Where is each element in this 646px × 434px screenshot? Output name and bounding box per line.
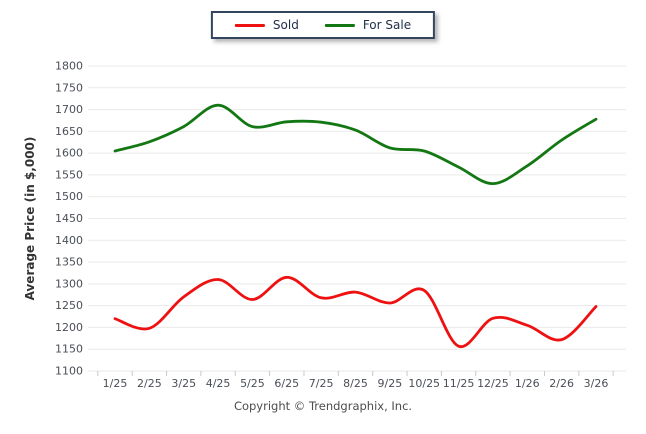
sold-line [113, 275, 598, 348]
copyright-text: Copyright © Trendgraphix, Inc. [233, 399, 413, 413]
x-tick-label: 1/26 [515, 377, 540, 390]
for-sale-line [113, 103, 598, 186]
y-tick-label: 1750 [55, 81, 83, 94]
y-axis-title: Average Price (in $,000) [23, 137, 37, 301]
legend-item-for-sale: For Sale [324, 18, 412, 32]
legend-item-sold: Sold [234, 18, 299, 32]
y-tick-label: 1650 [55, 125, 83, 138]
y-tick-label: 1200 [55, 321, 83, 334]
x-tick-label: 3/26 [584, 377, 609, 390]
y-tick-label: 1300 [55, 277, 83, 290]
x-tick-label: 9/25 [378, 377, 403, 390]
y-tick-label: 1400 [55, 234, 83, 247]
y-tick-label: 1550 [55, 168, 83, 181]
y-tick-label: 1100 [55, 365, 83, 378]
x-tick-label: 6/25 [274, 377, 299, 390]
x-tick-label: 4/25 [206, 377, 231, 390]
y-tick-label: 1450 [55, 212, 83, 225]
x-tick-label: 2/25 [137, 377, 162, 390]
legend-swatch-icon [324, 23, 355, 27]
x-tick-label: 2/26 [549, 377, 574, 390]
x-tick-label: 7/25 [309, 377, 334, 390]
x-tick-label: 10/25 [408, 377, 440, 390]
y-tick-label: 1800 [55, 60, 83, 73]
x-tick-label: 1/25 [103, 377, 128, 390]
y-tick-label: 1250 [55, 299, 83, 312]
legend-swatch-icon [234, 23, 265, 27]
x-tick-label: 5/25 [240, 377, 265, 390]
x-tick-label: 12/25 [477, 377, 509, 390]
y-tick-label: 1700 [55, 103, 83, 116]
y-tick-label: 1150 [55, 343, 83, 356]
legend-label: For Sale [362, 18, 412, 32]
x-tick-label: 3/25 [171, 377, 196, 390]
x-tick-label: 8/25 [343, 377, 368, 390]
y-tick-label: 1600 [55, 147, 83, 160]
legend-label: Sold [272, 18, 299, 32]
chart-legend: Sold For Sale [210, 11, 436, 39]
x-tick-label: 11/25 [443, 377, 475, 390]
y-tick-label: 1500 [55, 190, 83, 203]
y-tick-label: 1350 [55, 256, 83, 269]
